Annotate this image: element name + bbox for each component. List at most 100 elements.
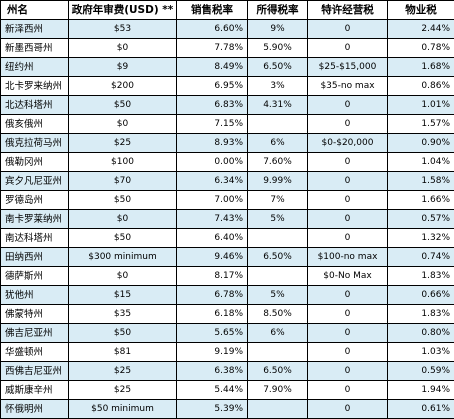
sales-tax-cell: 6.95% (177, 77, 248, 96)
income-tax-cell (248, 343, 308, 362)
state-name-cell: 犹他州 (1, 286, 69, 305)
sales-tax-cell: 5.65% (177, 324, 248, 343)
property-tax-cell: 0.66% (388, 286, 454, 305)
sales-tax-cell: 8.93% (177, 134, 248, 153)
annual-fee-cell: $25 (69, 134, 177, 153)
income-tax-cell: 9.99% (248, 172, 308, 191)
property-tax-cell: 1.03% (388, 343, 454, 362)
state-name-cell: 田纳西州 (1, 248, 69, 267)
income-tax-cell: 7.60% (248, 153, 308, 172)
state-name-cell: 新墨西哥州 (1, 39, 69, 58)
state-name-cell: 华盛顿州 (1, 343, 69, 362)
property-tax-cell: 2.44% (388, 20, 454, 39)
state-name-cell: 德萨斯州 (1, 267, 69, 286)
sales-tax-cell: 7.00% (177, 191, 248, 210)
sales-tax-cell: 6.18% (177, 305, 248, 324)
state-name-cell: 威斯康辛州 (1, 381, 69, 400)
annual-fee-cell: $300 minimum (69, 248, 177, 267)
annual-fee-cell: $50 minimum (69, 400, 177, 419)
income-tax-cell: 4.31% (248, 96, 308, 115)
property-tax-cell: 1.32% (388, 229, 454, 248)
state-name-cell: 俄勒冈州 (1, 153, 69, 172)
franchise-tax-cell: 0 (308, 400, 388, 419)
income-tax-cell: 6.50% (248, 248, 308, 267)
sales-tax-cell: 9.19% (177, 343, 248, 362)
sales-tax-cell: 0.00% (177, 153, 248, 172)
tax-table-container: 州名 政府年审费(USD) ** 销售税率 所得税率 特许经营税 物业税 新泽西… (0, 0, 454, 409)
annual-fee-cell: $0 (69, 115, 177, 134)
income-tax-cell: 8.50% (248, 305, 308, 324)
property-tax-cell: 1.58% (388, 172, 454, 191)
sales-tax-cell: 5.44% (177, 381, 248, 400)
state-name-cell: 佛吉尼亚州 (1, 324, 69, 343)
state-name-cell: 西佛吉尼亚州 (1, 362, 69, 381)
header-income-tax: 所得税率 (248, 1, 308, 20)
state-name-cell: 新泽西州 (1, 20, 69, 39)
franchise-tax-cell: $35-no max (308, 77, 388, 96)
header-franchise-tax: 特许经营税 (308, 1, 388, 20)
annual-fee-cell: $53 (69, 20, 177, 39)
state-name-cell: 南卡罗莱纳州 (1, 210, 69, 229)
property-tax-cell: 0.78% (388, 39, 454, 58)
property-tax-cell: 1.04% (388, 153, 454, 172)
franchise-tax-cell: 0 (308, 20, 388, 39)
property-tax-cell: 0.80% (388, 324, 454, 343)
sales-tax-cell: 6.83% (177, 96, 248, 115)
sales-tax-cell: 8.49% (177, 58, 248, 77)
sales-tax-cell: 6.40% (177, 229, 248, 248)
sales-tax-cell: 7.15% (177, 115, 248, 134)
header-annual-fee: 政府年审费(USD) ** (69, 1, 177, 20)
annual-fee-cell: $50 (69, 96, 177, 115)
annual-fee-cell: $0 (69, 39, 177, 58)
state-name-cell: 俄克拉荷马州 (1, 134, 69, 153)
franchise-tax-cell: 0 (308, 324, 388, 343)
state-name-cell: 北卡罗来纳州 (1, 77, 69, 96)
franchise-tax-cell: 0 (308, 286, 388, 305)
annual-fee-cell: $35 (69, 305, 177, 324)
property-tax-cell: 0.59% (388, 362, 454, 381)
income-tax-cell: 6% (248, 324, 308, 343)
sales-tax-cell: 7.78% (177, 39, 248, 58)
income-tax-cell: 6% (248, 134, 308, 153)
annual-fee-cell: $81 (69, 343, 177, 362)
franchise-tax-cell: 0 (308, 229, 388, 248)
property-tax-cell: 1.83% (388, 267, 454, 286)
franchise-tax-cell: $100-no max (308, 248, 388, 267)
franchise-tax-cell: 0 (308, 362, 388, 381)
property-tax-cell: 0.86% (388, 77, 454, 96)
state-name-cell: 纽约州 (1, 58, 69, 77)
income-tax-cell: 6.50% (248, 362, 308, 381)
state-name-cell: 罗德岛州 (1, 191, 69, 210)
annual-fee-cell: $25 (69, 381, 177, 400)
annual-fee-cell: $0 (69, 267, 177, 286)
franchise-tax-cell: 0 (308, 191, 388, 210)
annual-fee-cell: $50 (69, 191, 177, 210)
state-name-cell: 宾夕凡尼亚州 (1, 172, 69, 191)
income-tax-cell: 3% (248, 77, 308, 96)
property-tax-cell: 1.68% (388, 58, 454, 77)
income-tax-cell (248, 400, 308, 419)
franchise-tax-cell: 0 (308, 343, 388, 362)
annual-fee-cell: $25 (69, 362, 177, 381)
sales-tax-cell: 8.17% (177, 267, 248, 286)
sales-tax-cell: 7.43% (177, 210, 248, 229)
franchise-tax-cell: $0-$20,000 (308, 134, 388, 153)
sales-tax-cell: 6.78% (177, 286, 248, 305)
header-row: 州名 政府年审费(USD) ** 销售税率 所得税率 特许经营税 物业税 (1, 1, 454, 20)
annual-fee-cell: $50 (69, 229, 177, 248)
